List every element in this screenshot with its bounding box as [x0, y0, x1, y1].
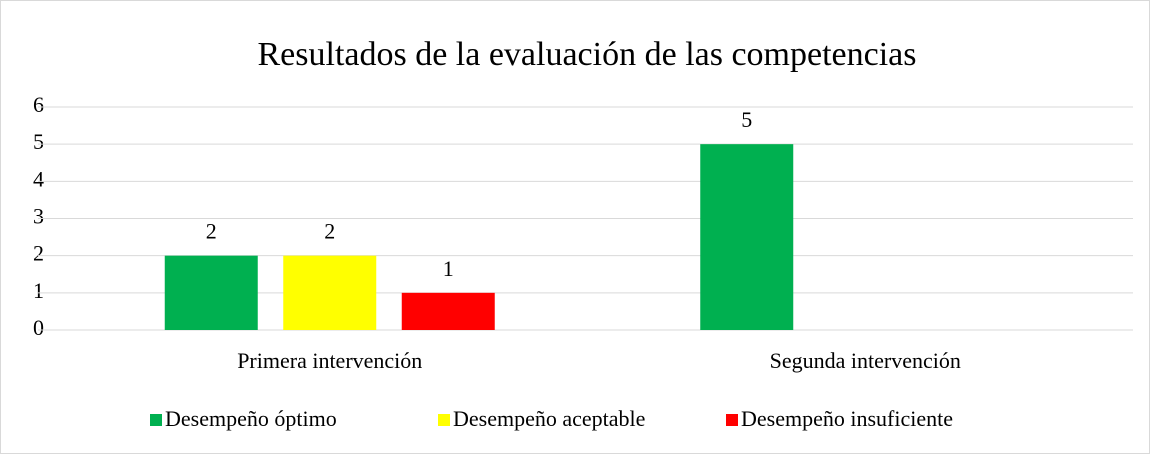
y-tick-label: 0: [33, 315, 44, 340]
data-label: 5: [741, 107, 752, 132]
legend-label: Desempeño aceptable: [453, 406, 645, 431]
x-tick-label: Primera intervención: [237, 348, 422, 373]
x-tick-label: Segunda intervención: [770, 348, 961, 373]
bar: [401, 292, 495, 330]
legend-swatch: [726, 414, 738, 426]
legend-label: Desempeño óptimo: [165, 406, 337, 431]
y-tick-label: 2: [33, 241, 44, 266]
data-label: 2: [206, 219, 217, 244]
legend-swatch: [150, 414, 162, 426]
bar: [164, 255, 258, 330]
chart-title: Resultados de la evaluación de las compe…: [258, 36, 917, 73]
bar: [283, 255, 377, 330]
y-tick-label: 1: [33, 278, 44, 303]
y-tick-label: 4: [33, 166, 44, 191]
legend-label: Desempeño insuficiente: [741, 406, 953, 431]
data-label: 2: [324, 219, 335, 244]
y-tick-label: 5: [33, 129, 44, 154]
y-tick-label: 3: [33, 204, 44, 229]
legend-swatch: [438, 414, 450, 426]
bar: [700, 144, 794, 330]
y-tick-label: 6: [33, 92, 44, 117]
data-label: 1: [443, 256, 454, 281]
